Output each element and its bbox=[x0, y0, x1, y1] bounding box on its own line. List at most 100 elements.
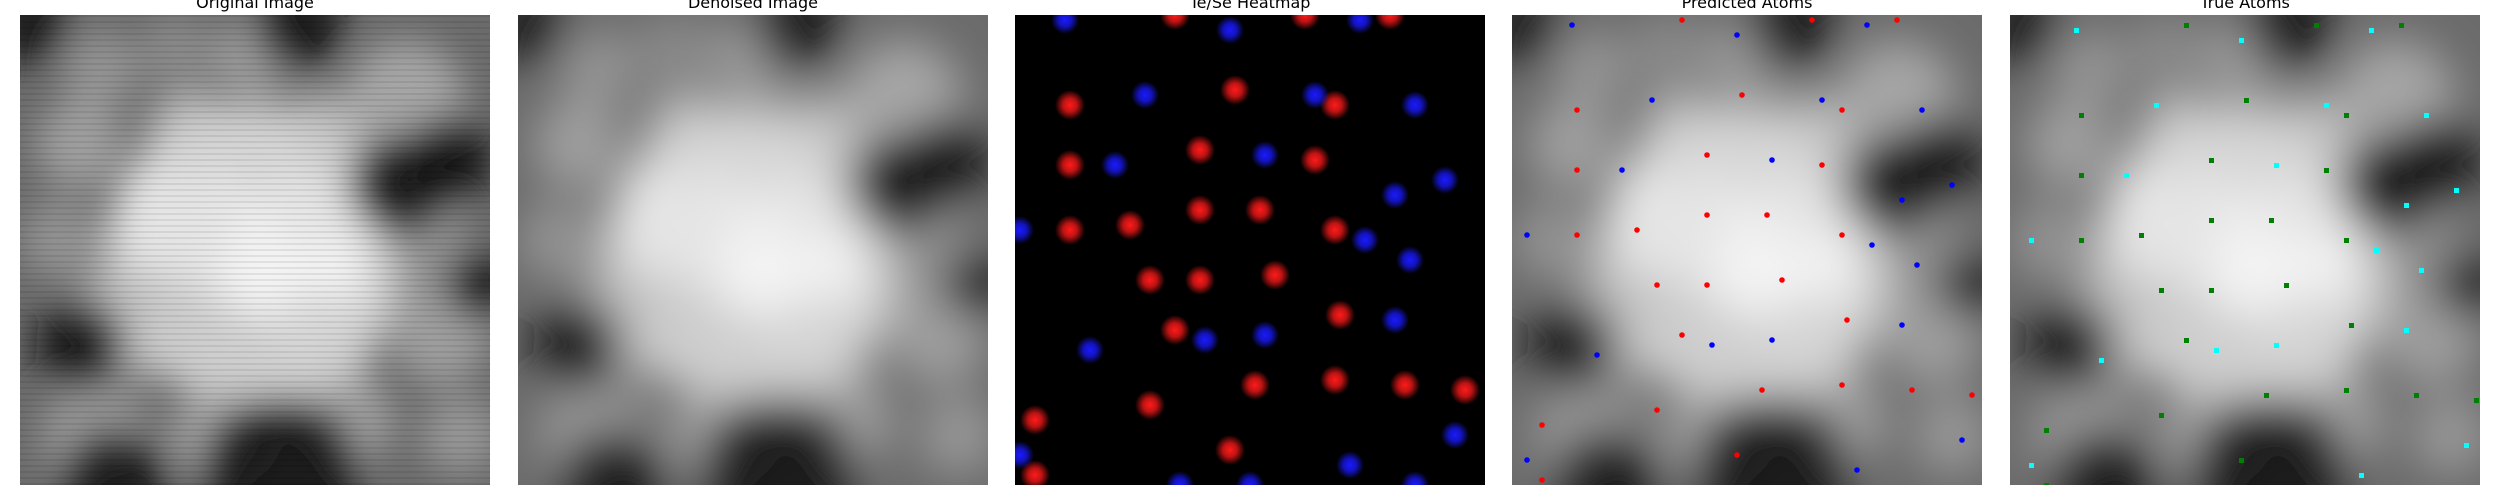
true-atom-cyan bbox=[2369, 28, 2374, 33]
true-atom-cyan bbox=[2274, 163, 2279, 168]
scan-line bbox=[20, 417, 490, 419]
se-heat-spot bbox=[1015, 441, 1034, 469]
intensity-blob bbox=[533, 100, 623, 190]
scan-line bbox=[20, 159, 490, 161]
intensity-blob bbox=[778, 90, 858, 170]
intensity-blob bbox=[2410, 395, 2480, 475]
true-atom-green bbox=[2344, 388, 2349, 393]
predicted-te-atom bbox=[1704, 282, 1710, 288]
dark-region bbox=[533, 300, 623, 390]
te-heat-spot bbox=[1375, 15, 1405, 30]
scan-line bbox=[20, 339, 490, 341]
se-heat-spot bbox=[1431, 166, 1459, 194]
scan-line bbox=[20, 357, 490, 359]
true-atom-green bbox=[2264, 393, 2269, 398]
predicted-te-atom bbox=[1779, 277, 1785, 283]
intensity-blob bbox=[2105, 145, 2245, 285]
te-heat-spot bbox=[1135, 265, 1165, 295]
true-atom-green bbox=[2349, 323, 2354, 328]
se-heat-spot bbox=[1051, 15, 1079, 34]
intensity-blob bbox=[2255, 290, 2365, 400]
te-heat-spot bbox=[1260, 260, 1290, 290]
scan-line bbox=[20, 459, 490, 461]
true-atom-green bbox=[2239, 458, 2244, 463]
se-heat-spot bbox=[1381, 181, 1409, 209]
true-atom-cyan bbox=[2074, 28, 2079, 33]
true-atom-green bbox=[2209, 218, 2214, 223]
heatmap-panel bbox=[1015, 15, 1485, 485]
scan-line bbox=[20, 279, 490, 281]
predicted-te-atom bbox=[1654, 282, 1660, 288]
original-image bbox=[20, 15, 490, 485]
dark-region bbox=[1527, 300, 1617, 390]
scan-line bbox=[20, 87, 490, 89]
scan-line bbox=[20, 483, 490, 485]
te-heat-spot bbox=[1055, 90, 1085, 120]
intensity-blob bbox=[638, 15, 708, 85]
intensity-blob bbox=[2130, 15, 2200, 85]
scan-line bbox=[20, 21, 490, 23]
scan-line bbox=[20, 471, 490, 473]
true-atom-cyan bbox=[2404, 328, 2409, 333]
te-heat-spot bbox=[1055, 215, 1085, 245]
dark-region bbox=[255, 15, 345, 70]
dark-region bbox=[1937, 250, 1982, 320]
scan-line bbox=[20, 375, 490, 377]
scan-line bbox=[20, 237, 490, 239]
dark-region bbox=[2050, 430, 2160, 485]
predicted-se-atom bbox=[1569, 22, 1575, 28]
predicted-te-atom bbox=[1839, 382, 1845, 388]
scan-line bbox=[20, 39, 490, 41]
scan-line bbox=[20, 405, 490, 407]
true-atom-green bbox=[2044, 483, 2049, 485]
predicted-se-atom bbox=[1854, 467, 1860, 473]
intensity-blob bbox=[558, 30, 638, 110]
true-atom-cyan bbox=[2324, 103, 2329, 108]
dark-region bbox=[60, 430, 170, 485]
intensity-blob bbox=[1682, 305, 1772, 395]
predicted-te-atom bbox=[1679, 17, 1685, 23]
intensity-blob bbox=[190, 305, 280, 395]
true-atom-green bbox=[2079, 113, 2084, 118]
denoised-image-panel bbox=[518, 15, 988, 485]
true-atom-cyan bbox=[2419, 268, 2424, 273]
intensity-blob bbox=[1637, 90, 1727, 180]
denoised-image bbox=[518, 15, 988, 485]
dark-region bbox=[943, 250, 988, 320]
se-heat-spot bbox=[1301, 81, 1329, 109]
predicted-te-atom bbox=[1819, 162, 1825, 168]
predicted-se-atom bbox=[1709, 342, 1715, 348]
scan-line bbox=[20, 303, 490, 305]
true-atom-green bbox=[2044, 428, 2049, 433]
scan-line bbox=[20, 453, 490, 455]
scan-line bbox=[20, 255, 490, 257]
scan-line bbox=[20, 351, 490, 353]
se-heat-spot bbox=[1131, 81, 1159, 109]
predicted-te-atom bbox=[1704, 212, 1710, 218]
scan-line bbox=[20, 141, 490, 143]
predicted-se-atom bbox=[1734, 32, 1740, 38]
scan-line bbox=[20, 117, 490, 119]
scan-line bbox=[20, 33, 490, 35]
dark-region bbox=[200, 395, 360, 485]
scan-line bbox=[20, 261, 490, 263]
scan-line bbox=[20, 195, 490, 197]
se-heat-spot bbox=[1101, 151, 1129, 179]
scan-line bbox=[20, 423, 490, 425]
predicted-te-atom bbox=[1679, 332, 1685, 338]
dark-region bbox=[1897, 115, 1982, 205]
panel-title-predicted: Predicted Atoms bbox=[1681, 0, 1813, 12]
intensity-blob bbox=[2180, 305, 2270, 395]
se-heat-spot bbox=[1401, 471, 1429, 485]
se-heat-spot bbox=[1381, 306, 1409, 334]
predicted-se-atom bbox=[1649, 97, 1655, 103]
scan-line bbox=[20, 123, 490, 125]
intensity-blob bbox=[140, 15, 210, 85]
predicted-se-atom bbox=[1919, 107, 1925, 113]
true-atom-green bbox=[2269, 218, 2274, 223]
true-atom-green bbox=[2314, 23, 2319, 28]
scan-line bbox=[20, 441, 490, 443]
se-heat-spot bbox=[1216, 16, 1244, 44]
predicted-se-atom bbox=[1914, 262, 1920, 268]
panel-title-denoised: Denoised Image bbox=[687, 0, 819, 12]
